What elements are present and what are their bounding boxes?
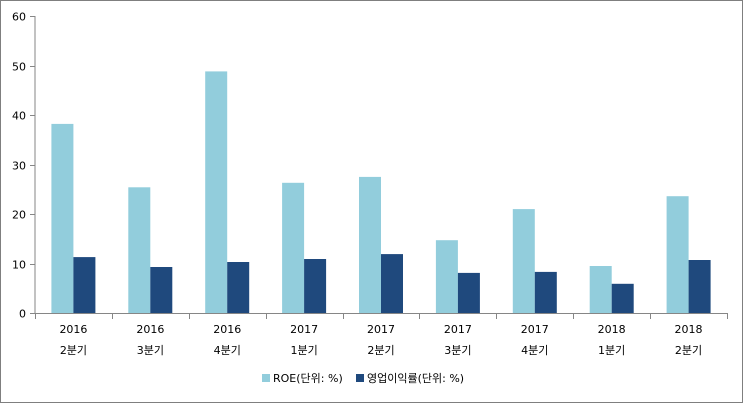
bar-operating-margin [611, 283, 634, 313]
bar-roe [435, 240, 458, 313]
bar-operating-margin [457, 272, 480, 313]
x-tick-label-year: 2017 [367, 323, 395, 336]
legend-label: ROE(단위: %) [273, 372, 343, 385]
x-tick-label-year: 2018 [598, 323, 626, 336]
y-tick-label: 40 [12, 110, 26, 123]
bar-operating-margin [304, 259, 327, 313]
x-tick-label-year: 2017 [444, 323, 472, 336]
x-tick-label-year: 2018 [675, 323, 703, 336]
y-axis: 0 10 20 30 40 50 60 [12, 11, 36, 321]
y-tick-label: 30 [12, 160, 26, 173]
bar-roe [51, 123, 74, 314]
x-tick-label-quarter: 1분기 [598, 344, 625, 357]
x-tick-label-quarter: 2분기 [60, 344, 87, 357]
x-tick-label-year: 2017 [521, 323, 549, 336]
legend-label: 영업이익률(단위: %) [367, 372, 464, 385]
bars [51, 71, 711, 314]
x-tick-label-year: 2016 [213, 323, 241, 336]
bar-roe [128, 187, 151, 313]
bar-operating-margin [688, 260, 711, 313]
x-tick-label-quarter: 2분기 [675, 344, 702, 357]
bar-operating-margin [227, 262, 250, 313]
x-tick-label-quarter: 4분기 [521, 344, 548, 357]
bar-roe [666, 196, 689, 313]
x-tick-label-quarter: 2분기 [367, 344, 394, 357]
x-tick-label-year: 2016 [136, 323, 164, 336]
legend-swatch [262, 374, 270, 382]
x-tick-label-year: 2016 [59, 323, 87, 336]
y-tick-label: 0 [19, 308, 26, 321]
y-tick-label: 10 [12, 259, 26, 272]
x-axis: 2016 2분기 2016 3분기 2016 4분기 2017 1분기 2017 2분기 2017 3… [35, 313, 728, 357]
bar-roe [512, 209, 535, 313]
y-tick-label: 50 [12, 61, 26, 74]
x-tick-label-quarter: 4분기 [214, 344, 241, 357]
bar-roe [282, 182, 305, 313]
x-tick-label-year: 2017 [290, 323, 318, 336]
bar-operating-margin [534, 271, 557, 313]
bar-operating-margin [73, 257, 96, 313]
legend: ROE(단위: %) 영업이익률(단위: %) [262, 372, 464, 385]
x-tick-label-quarter: 3분기 [444, 344, 471, 357]
bar-operating-margin [150, 267, 173, 313]
bar-operating-margin [381, 254, 403, 313]
y-tick-label: 20 [12, 209, 26, 222]
bar-roe [589, 266, 612, 313]
bar-roe [359, 176, 381, 313]
legend-swatch [356, 374, 364, 382]
bar-roe [205, 71, 228, 314]
y-tick-label: 60 [12, 11, 26, 24]
x-tick-label-quarter: 3분기 [137, 344, 164, 357]
x-tick-label-quarter: 1분기 [290, 344, 317, 357]
